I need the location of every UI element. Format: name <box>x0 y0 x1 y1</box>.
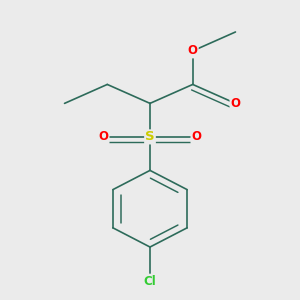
Text: O: O <box>191 130 201 143</box>
Text: O: O <box>188 44 198 57</box>
Text: O: O <box>230 97 241 110</box>
Text: S: S <box>145 130 155 143</box>
Text: Cl: Cl <box>144 274 156 288</box>
Text: O: O <box>99 130 109 143</box>
